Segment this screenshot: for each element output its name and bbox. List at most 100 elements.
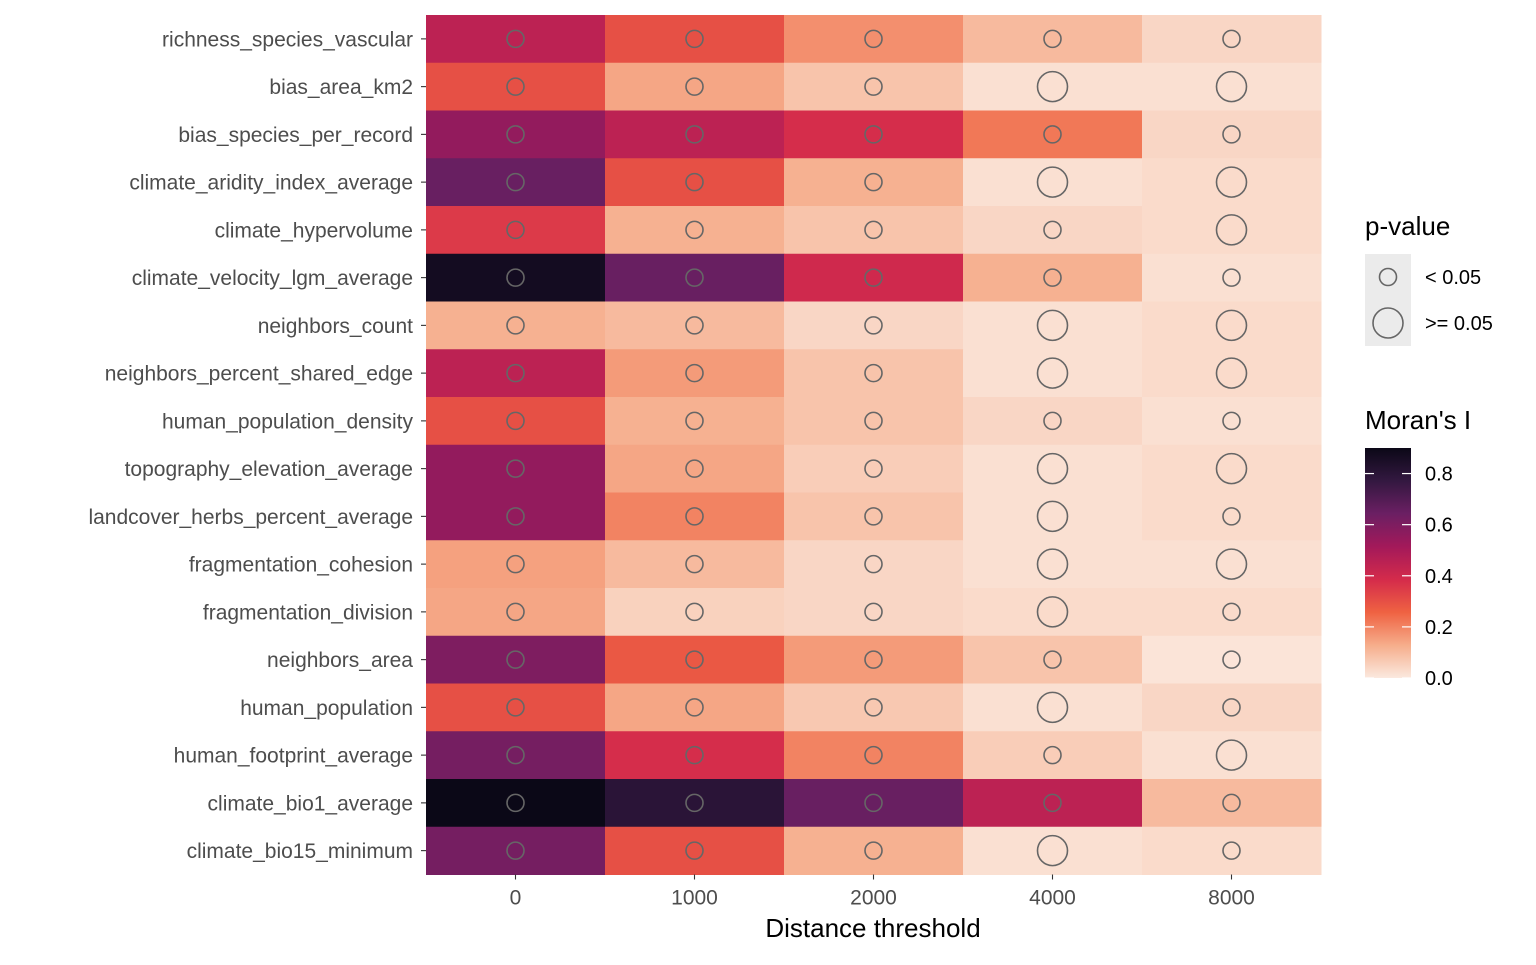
p-value-marker-significant [1222,507,1241,526]
heatmap-cell [426,492,606,541]
p-value-marker-significant [864,554,883,574]
p-value-marker-significant [506,220,525,240]
heatmap-cell [1142,683,1322,732]
p-value-marker-not-significant [1036,596,1069,628]
p-value-marker-significant [506,411,525,431]
colorbar-tick-label: 0.0 [1425,668,1453,690]
heatmap-cell [605,444,785,493]
y-axis-label: neighbors_count [258,315,413,338]
y-axis-label: human_population [240,697,413,720]
p-value-marker-significant [1222,793,1241,813]
p-value-marker-not-significant [1036,166,1069,198]
y-axis-label: climate_bio15_minimum [187,840,413,863]
heatmap-cell [1142,158,1322,207]
y-axis-label: human_footprint_average [174,745,413,768]
p-value-marker-significant [506,745,525,765]
p-value-marker-significant [1222,841,1241,860]
p-value-marker-not-significant [1036,834,1069,867]
heatmap-cell [605,253,785,302]
p-value-marker-not-significant [1215,214,1248,246]
p-value-marker-not-significant [1215,739,1248,771]
p-value-marker-not-significant [1036,309,1069,342]
heatmap-cell [605,301,785,350]
p-value-marker-significant [864,411,883,431]
heatmap-cell [605,779,785,828]
p-value-marker-significant [685,793,704,813]
heatmap-cell [426,588,606,637]
heatmap-cell [426,635,606,684]
heatmap-cell [1142,253,1322,302]
p-value-marker-significant [1222,602,1241,622]
y-axis: richness_species_vascular bias_area_km2bi… [88,28,426,863]
p-value-legend-label: >= 0.05 [1425,313,1493,335]
heatmap-cell [1142,206,1322,255]
p-value-marker-significant [1043,411,1062,431]
heatmap-cell [426,444,606,493]
heatmap-cell [426,540,606,589]
x-axis-label: 4000 [1029,887,1076,910]
heatmap-cell [1142,444,1322,493]
p-value-marker-significant [864,841,883,860]
heatmap-cell [963,635,1143,684]
heatmap-cell [963,588,1143,637]
p-value-marker-significant [864,220,883,240]
y-axis-label: richness_species_vascular [162,28,413,51]
heatmap-cell [605,731,785,780]
heatmap-cell [963,110,1143,159]
heatmap-cells [426,15,1322,875]
heatmap-cell [784,683,964,732]
heatmap-cell [1142,397,1322,446]
p-value-marker-significant [1222,268,1241,287]
p-value-marker-significant [685,29,704,49]
p-value-marker-significant [506,698,525,717]
heatmap-cell [784,731,964,780]
p-value-marker-significant [506,29,525,49]
y-axis-label: climate_velocity_lgm_average [132,267,413,290]
heatmap-cell [784,158,964,207]
p-value-marker-not-significant [1036,452,1069,485]
p-value-marker-not-significant [1036,548,1069,580]
heatmap-cell [963,540,1143,589]
heatmap-cell [426,683,606,732]
p-value-marker-significant [685,411,704,431]
p-value-marker-significant [1043,29,1062,49]
p-value-marker-not-significant [1215,309,1248,342]
p-value-marker-significant [506,602,525,622]
p-value-marker-significant [1043,268,1062,287]
morans-i-legend: Moran's I 0.0 0.2 0.4 0.6 0.8 [1365,405,1471,690]
heatmap-cell [784,826,964,875]
p-value-markers [506,29,1248,867]
p-value-marker-significant [1043,125,1062,144]
heatmap-cell [426,62,606,111]
heatmap-cell [426,158,606,207]
colorbar-tick-label: 0.2 [1425,617,1453,639]
heatmap-cell [784,15,964,64]
heatmap-cell [784,588,964,637]
p-value-marker-not-significant [1036,357,1069,389]
heatmap-cell [963,15,1143,64]
heatmap-cell [1142,110,1322,159]
p-value-legend-label: < 0.05 [1425,267,1481,289]
y-axis-label: fragmentation_division [203,601,413,624]
p-value-marker-significant [685,77,704,96]
heatmap-cell [605,158,785,207]
p-value-marker-significant [506,172,525,192]
heatmap-cell [1142,826,1322,875]
heatmap-cell [784,301,964,350]
p-value-marker-significant [506,268,525,287]
p-value-marker-significant [864,125,883,144]
y-axis-label: neighbors_percent_shared_edge [105,363,413,386]
p-value-marker-significant [864,698,883,717]
p-value-marker-significant [685,459,704,478]
colorbar-tick-label: 0.4 [1425,566,1453,588]
p-value-marker-significant [685,602,704,622]
heatmap-cell [784,492,964,541]
p-value-marker-significant [864,268,883,287]
heatmap-cell [963,826,1143,875]
p-value-marker-significant [685,220,704,240]
p-value-marker-significant [1222,411,1241,431]
heatmap-cell [605,683,785,732]
heatmap-cell [426,253,606,302]
